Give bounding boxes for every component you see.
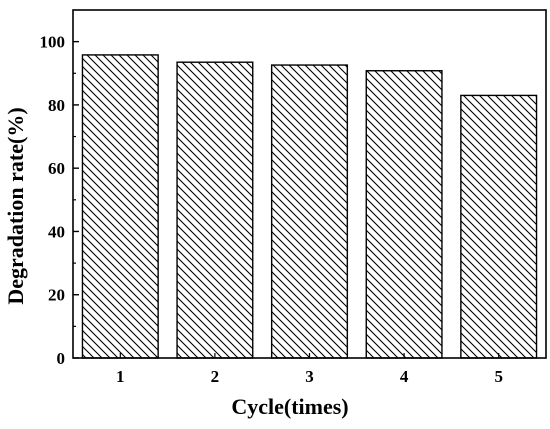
y-axis-title: Degradation rate(%) bbox=[3, 107, 28, 304]
y-tick-label-0: 0 bbox=[57, 349, 66, 368]
y-tick-label-40: 40 bbox=[48, 222, 65, 241]
y-tick-label-80: 80 bbox=[48, 96, 65, 115]
bar-2 bbox=[176, 61, 254, 359]
bars-layer bbox=[81, 54, 538, 359]
x-tick-label-4: 4 bbox=[400, 367, 409, 386]
y-tick-label-20: 20 bbox=[48, 286, 65, 305]
x-axis-title: Cycle(times) bbox=[231, 394, 348, 419]
y-tick-label-100: 100 bbox=[40, 33, 66, 52]
x-tick-label-5: 5 bbox=[494, 367, 503, 386]
bar-3 bbox=[270, 64, 349, 359]
y-tick-label-60: 60 bbox=[48, 159, 65, 178]
x-tick-label-1: 1 bbox=[116, 367, 125, 386]
x-tick-label-3: 3 bbox=[305, 367, 314, 386]
bar-5 bbox=[460, 94, 538, 359]
x-tick-label-2: 2 bbox=[211, 367, 220, 386]
ticks-layer: 0 20 40 60 80 100 1 2 3 4 5 bbox=[40, 33, 503, 386]
bar-1 bbox=[81, 54, 159, 359]
bar-4 bbox=[365, 70, 443, 359]
